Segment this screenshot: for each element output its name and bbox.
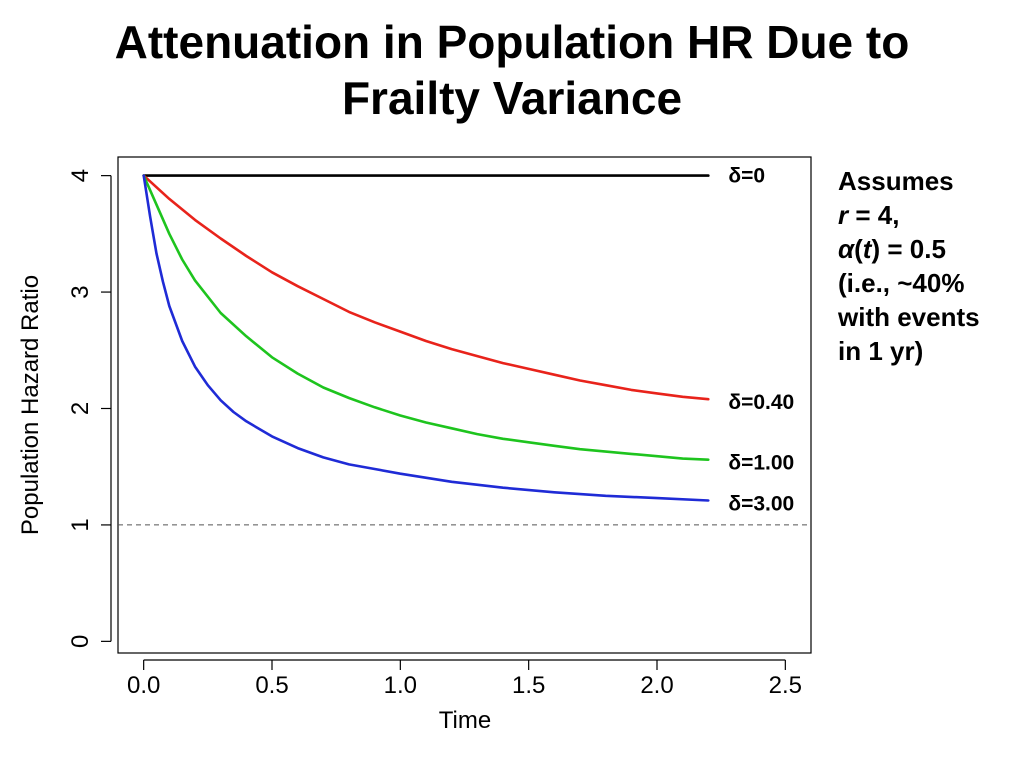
x-tick-label-5: 2.5 — [769, 672, 802, 699]
x-axis-label: Time — [439, 707, 491, 734]
y-tick-label-2: 2 — [67, 402, 94, 415]
series-label-0: δ=0 — [728, 165, 765, 188]
note-func-alpha: α — [838, 234, 855, 264]
note-line-6: in 1 yr) — [838, 336, 924, 366]
note-line-1: Assumes — [838, 166, 954, 196]
note-line-3-rest: ) = 0.5 — [871, 234, 946, 264]
assumptions-note: Assumes r = 4, α(t) = 0.5 (i.e., ~40% wi… — [838, 164, 1024, 368]
series-label-2: δ=1.00 — [728, 452, 794, 475]
series-line-1 — [142, 174, 710, 401]
slide-title-line-1: Attenuation in Population HR Due to — [114, 16, 910, 68]
x-tick-label-0: 0.0 — [127, 672, 160, 699]
y-axis-label: Population Hazard Ratio — [17, 275, 44, 535]
x-tick-label-1: 0.5 — [255, 672, 288, 699]
note-line-2: r = 4, — [838, 198, 1024, 232]
plot-frame — [117, 156, 812, 654]
note-line-4: (i.e., ~40% — [838, 268, 965, 298]
note-paren-open: ( — [854, 234, 863, 264]
slide-title-line-2: Frailty Variance — [341, 72, 683, 124]
series-label-1: δ=0.40 — [728, 391, 794, 414]
note-line-2-rest: = 4, — [848, 200, 900, 230]
series-line-3 — [142, 174, 710, 502]
slide-title: Attenuation in Population HR Due to Frai… — [0, 14, 1024, 126]
y-tick-label-1: 1 — [67, 518, 94, 531]
y-tick-label-4: 4 — [67, 169, 94, 182]
x-tick-label-3: 1.5 — [512, 672, 545, 699]
x-tick-label-2: 1.0 — [384, 672, 417, 699]
note-line-3: α(t) = 0.5 — [838, 232, 1024, 266]
y-tick-label-0: 0 — [67, 635, 94, 648]
note-var-r: r — [838, 200, 849, 230]
note-arg-t: t — [862, 234, 872, 264]
series-label-3: δ=3.00 — [728, 492, 794, 515]
series-line-2 — [142, 174, 710, 462]
x-tick-label-4: 2.0 — [640, 672, 673, 699]
note-line-5: with events — [838, 302, 980, 332]
y-tick-label-3: 3 — [67, 285, 94, 298]
